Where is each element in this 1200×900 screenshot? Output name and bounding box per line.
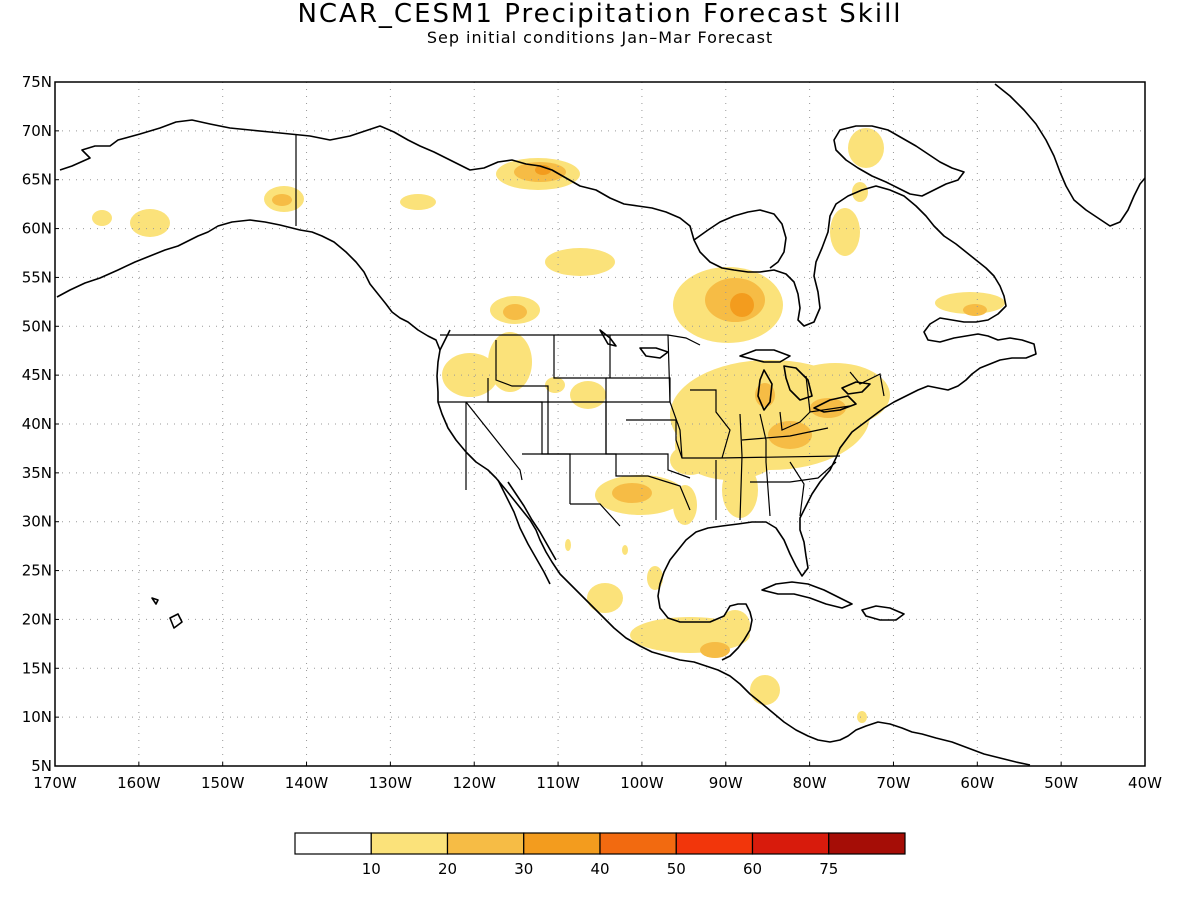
latitude-tick-label: 65N bbox=[22, 171, 52, 189]
colorbar-swatch bbox=[828, 832, 906, 855]
map-frame bbox=[54, 81, 1146, 767]
latitude-tick-label: 55N bbox=[22, 268, 52, 286]
longitude-tick-label: 100W bbox=[620, 774, 664, 792]
longitude-tick-label: 160W bbox=[117, 774, 161, 792]
longitude-tick-label: 50W bbox=[1044, 774, 1078, 792]
longitude-tick-label: 60W bbox=[960, 774, 994, 792]
graticule bbox=[55, 82, 1145, 766]
longitude-tick-label: 110W bbox=[536, 774, 580, 792]
colorbar-swatch bbox=[294, 832, 372, 855]
longitude-tick-label: 140W bbox=[285, 774, 329, 792]
longitude-tick-label: 70W bbox=[877, 774, 911, 792]
longitude-tick-label: 130W bbox=[369, 774, 413, 792]
map-subtitle: Sep initial conditions Jan–Mar Forecast bbox=[426, 28, 774, 47]
state-borders bbox=[295, 134, 885, 527]
skill-shading bbox=[92, 128, 1005, 723]
latitude-tick-label: 20N bbox=[22, 610, 52, 628]
map-title: NCAR_CESM1 Precipitation Forecast Skill bbox=[297, 0, 903, 29]
longitude-labels: 170W 160W 150W 140W 130W 120W 110W 100W 90W 80W 70… bbox=[33, 762, 1162, 792]
latitude-tick-label: 5N bbox=[31, 757, 52, 775]
colorbar-label: 40 bbox=[590, 860, 609, 878]
latitude-tick-label: 50N bbox=[22, 317, 52, 335]
colorbar-label: 10 bbox=[362, 860, 381, 878]
latitude-tick-label: 40N bbox=[22, 415, 52, 433]
latitude-tick-label: 10N bbox=[22, 708, 52, 726]
latitude-tick-label: 60N bbox=[22, 220, 52, 238]
colorbar-swatch bbox=[523, 832, 601, 855]
longitude-tick-label: 170W bbox=[33, 774, 77, 792]
colorbar-swatch bbox=[599, 832, 677, 855]
colorbar-label: 20 bbox=[438, 860, 457, 878]
latitude-labels: 75N 70N 65N 60N 55N 50N 45N 40N 35N 30N 25N 20N 15N 1… bbox=[22, 73, 59, 775]
colorbar bbox=[294, 832, 906, 855]
colorbar-swatch bbox=[751, 832, 830, 855]
colorbar-label: 75 bbox=[819, 860, 838, 878]
colorbar-label: 60 bbox=[743, 860, 762, 878]
latitude-tick-label: 70N bbox=[22, 122, 52, 140]
longitude-tick-label: 120W bbox=[452, 774, 496, 792]
latitude-tick-label: 35N bbox=[22, 464, 52, 482]
skill-10-20-contours bbox=[92, 128, 1005, 723]
colorbar-swatch bbox=[675, 832, 754, 855]
coastlines bbox=[56, 83, 1145, 766]
longitude-tick-label: 80W bbox=[793, 774, 827, 792]
colorbar-label: 50 bbox=[667, 860, 686, 878]
colorbar-swatch bbox=[370, 832, 449, 855]
latitude-tick-label: 45N bbox=[22, 366, 52, 384]
latitude-tick-label: 30N bbox=[22, 513, 52, 531]
latitude-tick-label: 25N bbox=[22, 562, 52, 580]
longitude-tick-label: 150W bbox=[201, 774, 245, 792]
colorbar-labels: 10 20 30 40 50 60 75 bbox=[362, 860, 839, 878]
colorbar-label: 30 bbox=[514, 860, 533, 878]
longitude-tick-label: 40W bbox=[1128, 774, 1162, 792]
latitude-tick-label: 75N bbox=[22, 73, 52, 91]
longitude-tick-label: 90W bbox=[709, 774, 743, 792]
latitude-tick-label: 15N bbox=[22, 659, 52, 677]
colorbar-swatch bbox=[446, 832, 525, 855]
